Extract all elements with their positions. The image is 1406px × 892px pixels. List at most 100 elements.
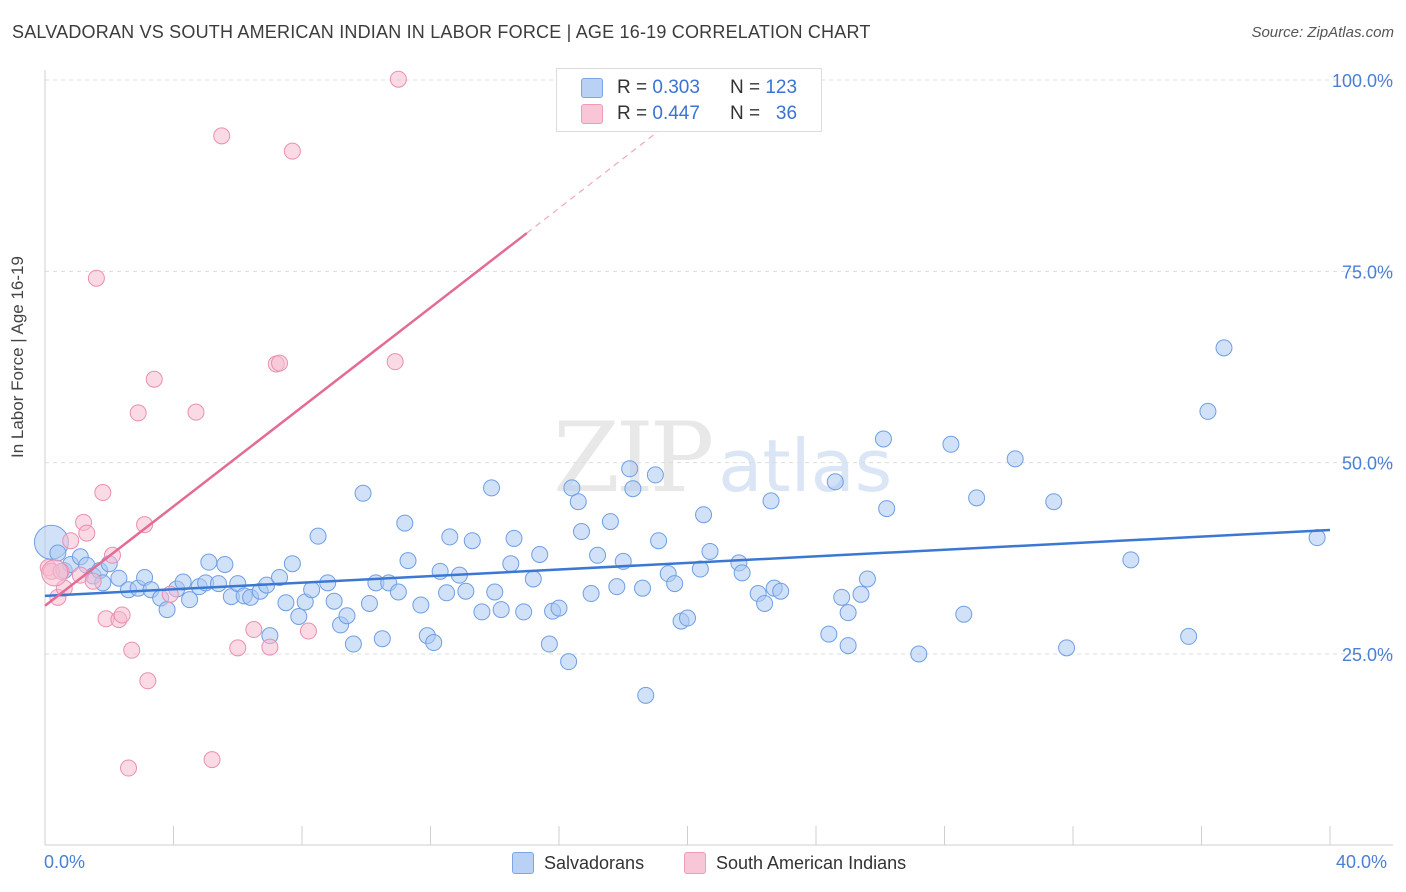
data-point-salvadorans	[695, 506, 713, 524]
data-point-salvadorans	[601, 513, 619, 531]
data-point-salvadorans	[563, 479, 581, 497]
data-point-salvadorans	[200, 553, 218, 571]
data-point-salvadorans	[1180, 627, 1198, 645]
stats-legend-row-south-american-indians: R = 0.447 N = 36	[581, 101, 797, 127]
data-point-salvadorans	[820, 625, 838, 643]
data-point-salvadorans	[412, 596, 430, 614]
data-point-salvadorans	[756, 594, 774, 612]
watermark-atlas: atlas	[718, 424, 893, 508]
data-point-salvadorans	[515, 603, 533, 621]
data-point-salvadorans	[550, 599, 568, 617]
data-point-salvadorans	[110, 569, 128, 587]
data-point-salvadorans	[878, 500, 896, 518]
trend-lines	[44, 93, 1331, 607]
data-point-salvadorans	[283, 555, 301, 573]
legend-item-south-american-indians: South American Indians	[684, 852, 906, 874]
data-point-salvadorans	[833, 588, 851, 606]
data-point-salvadorans	[1199, 402, 1217, 420]
r-value: 0.447	[652, 103, 700, 124]
data-point-salvadorans	[473, 603, 491, 621]
data-point-salvadorans	[826, 473, 844, 491]
data-point-salvadorans	[589, 546, 607, 564]
y-tick-label: 75.0%	[1342, 262, 1393, 282]
data-point-salvadorans	[772, 582, 790, 600]
data-point-south-american-indians	[229, 639, 247, 657]
data-point-salvadorans	[303, 581, 321, 599]
data-point-salvadorans	[569, 493, 587, 511]
data-point-salvadorans	[49, 544, 67, 562]
data-point-salvadorans	[955, 605, 973, 623]
data-point-salvadorans	[1215, 339, 1233, 357]
y-tick-labels: 25.0% 50.0% 75.0% 100.0%	[1332, 71, 1393, 665]
data-point-salvadorans	[354, 484, 372, 502]
data-point-south-american-indians	[120, 759, 138, 777]
data-point-south-american-indians	[213, 127, 231, 145]
data-point-salvadorans	[1045, 493, 1063, 511]
data-point-south-american-indians	[389, 70, 407, 88]
data-point-salvadorans	[646, 466, 664, 484]
axes	[44, 70, 1393, 846]
data-point-salvadorans	[373, 630, 391, 648]
data-point-salvadorans	[968, 489, 986, 507]
data-point-south-american-indians	[113, 606, 131, 624]
data-point-salvadorans	[309, 527, 327, 545]
data-point-salvadorans	[540, 635, 558, 653]
data-point-salvadorans	[396, 514, 414, 532]
data-point-salvadorans	[174, 573, 192, 591]
data-point-salvadorans	[624, 480, 642, 498]
data-point-salvadorans	[441, 528, 459, 546]
data-point-south-american-indians	[41, 559, 69, 587]
trend-line-salvadorans	[44, 528, 1331, 598]
data-point-salvadorans	[852, 585, 870, 603]
data-point-south-american-indians	[136, 516, 154, 534]
data-point-south-american-indians	[145, 370, 163, 388]
data-point-salvadorans	[531, 546, 549, 564]
data-point-salvadorans	[457, 582, 475, 600]
blue-swatch	[581, 78, 603, 98]
data-point-salvadorans	[762, 492, 780, 510]
data-point-salvadorans	[271, 568, 289, 586]
r-label: R =	[617, 103, 648, 124]
data-point-south-american-indians	[84, 572, 102, 590]
blue-swatch	[512, 852, 534, 874]
data-point-salvadorans	[733, 564, 751, 582]
data-point-salvadorans	[1058, 639, 1076, 657]
data-point-salvadorans	[463, 532, 481, 550]
data-point-south-american-indians	[123, 641, 141, 659]
data-point-salvadorans	[290, 607, 308, 625]
data-point-salvadorans	[839, 637, 857, 655]
n-label: N =	[729, 103, 761, 124]
series-salvadorans	[33, 339, 1326, 704]
data-point-salvadorans	[582, 585, 600, 603]
data-point-south-american-indians	[187, 403, 205, 421]
y-tick-label: 25.0%	[1342, 645, 1393, 665]
data-point-salvadorans	[560, 653, 578, 671]
data-point-salvadorans	[344, 635, 362, 653]
data-point-salvadorans	[701, 542, 719, 560]
legend-label: South American Indians	[716, 852, 907, 873]
data-point-salvadorans	[621, 460, 639, 478]
y-axis-label: In Labor Force | Age 16-19	[8, 256, 27, 458]
data-point-south-american-indians	[129, 404, 147, 422]
legend-label: Salvadorans	[544, 852, 645, 873]
data-point-salvadorans	[399, 552, 417, 570]
data-point-salvadorans	[389, 583, 407, 601]
data-point-salvadorans	[910, 645, 928, 663]
chart-title: SALVADORAN VS SOUTH AMERICAN INDIAN IN L…	[12, 22, 871, 42]
series-south-american-indians	[39, 70, 407, 777]
data-point-salvadorans	[277, 594, 295, 612]
data-point-salvadorans	[650, 532, 668, 550]
data-point-salvadorans	[874, 430, 892, 448]
x-tick-label-max: 40.0%	[1336, 852, 1388, 872]
pink-swatch	[684, 852, 706, 874]
n-label: N =	[729, 77, 761, 98]
data-point-salvadorans	[216, 555, 234, 573]
data-point-salvadorans	[858, 570, 876, 588]
data-point-salvadorans	[666, 575, 684, 593]
data-point-salvadorans	[1122, 551, 1140, 569]
data-point-south-american-indians	[261, 638, 279, 656]
data-point-salvadorans	[502, 555, 520, 573]
data-point-salvadorans	[505, 529, 523, 547]
y-tick-label: 50.0%	[1342, 454, 1393, 474]
data-point-salvadorans	[679, 609, 696, 627]
